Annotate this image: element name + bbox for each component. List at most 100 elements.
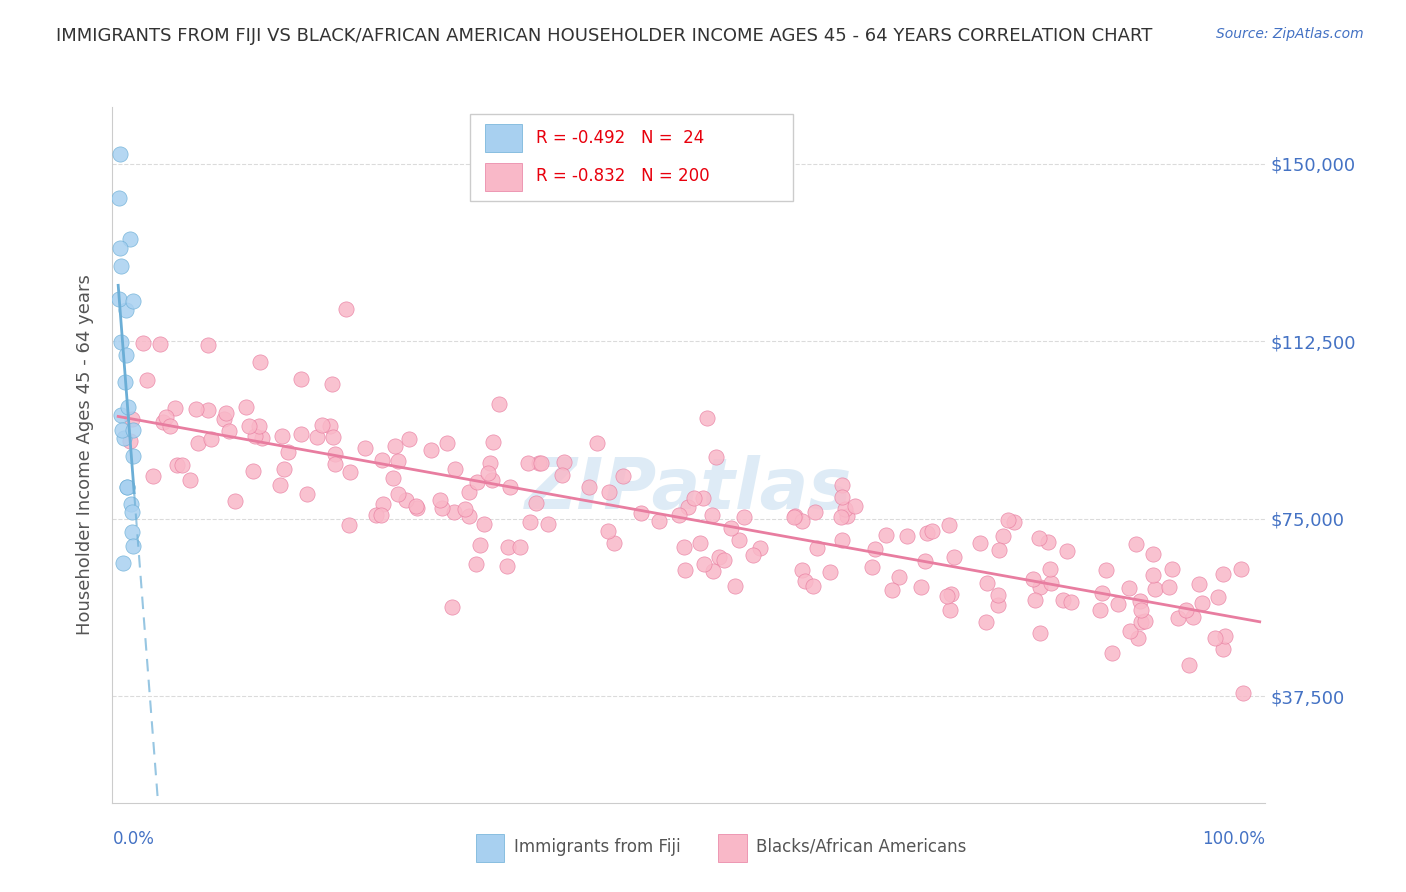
Point xyxy=(831,491,853,505)
Point xyxy=(148,337,170,351)
Point xyxy=(465,557,488,571)
Point xyxy=(387,453,409,467)
Point xyxy=(122,423,145,437)
Point xyxy=(454,502,477,516)
Point xyxy=(1028,531,1050,545)
Text: 0.0%: 0.0% xyxy=(112,830,155,847)
Point xyxy=(114,375,136,389)
Point xyxy=(110,260,132,274)
Point xyxy=(323,457,346,471)
Point xyxy=(321,376,343,391)
Point xyxy=(481,473,503,487)
Point xyxy=(1056,544,1078,558)
Point xyxy=(172,458,194,472)
Point xyxy=(706,450,728,464)
Point xyxy=(939,587,962,601)
Point xyxy=(530,456,553,470)
Point xyxy=(942,550,965,565)
Point xyxy=(339,465,361,479)
Point xyxy=(187,436,209,450)
FancyBboxPatch shape xyxy=(470,114,793,201)
Bar xyxy=(485,124,522,153)
Point xyxy=(713,553,735,567)
Point xyxy=(794,574,817,588)
Point xyxy=(1118,581,1140,595)
Point xyxy=(860,559,883,574)
Point xyxy=(121,539,143,553)
Point xyxy=(1091,586,1114,600)
Point xyxy=(612,469,634,483)
Point xyxy=(118,232,141,246)
Point xyxy=(630,506,652,520)
Point xyxy=(1038,535,1060,549)
Point xyxy=(470,538,492,552)
Point xyxy=(441,600,464,615)
Point xyxy=(728,533,751,547)
Point xyxy=(1232,686,1254,700)
Point xyxy=(1029,580,1052,594)
Point xyxy=(290,427,312,442)
Point xyxy=(790,515,813,529)
Point xyxy=(1157,580,1180,594)
Point xyxy=(1060,594,1083,608)
Point xyxy=(987,588,1010,602)
Point xyxy=(806,541,828,555)
Point xyxy=(252,431,274,445)
Text: IMMIGRANTS FROM FIJI VS BLACK/AFRICAN AMERICAN HOUSEHOLDER INCOME AGES 45 - 64 Y: IMMIGRANTS FROM FIJI VS BLACK/AFRICAN AM… xyxy=(56,27,1153,45)
Text: ZIPatlas: ZIPatlas xyxy=(526,455,852,524)
Point xyxy=(1142,547,1164,561)
Point xyxy=(295,487,318,501)
Point xyxy=(249,354,271,368)
Point xyxy=(166,458,188,472)
Point xyxy=(1230,562,1253,576)
Point xyxy=(200,433,222,447)
Point xyxy=(1125,537,1147,551)
Point xyxy=(142,469,165,483)
Point xyxy=(245,429,267,443)
Point xyxy=(991,529,1014,543)
Point xyxy=(1094,563,1116,577)
Point xyxy=(976,575,998,590)
Point xyxy=(938,517,960,532)
Point xyxy=(974,615,997,629)
Point xyxy=(271,429,294,443)
Point xyxy=(988,542,1011,557)
Point xyxy=(914,554,936,568)
Point xyxy=(420,443,443,458)
Point xyxy=(436,436,458,450)
Point xyxy=(114,303,136,318)
Point xyxy=(1212,566,1234,581)
Point xyxy=(465,475,488,489)
Point xyxy=(676,500,699,515)
Point xyxy=(602,536,624,550)
Point xyxy=(117,480,139,494)
Point xyxy=(586,436,609,450)
Point xyxy=(117,400,139,414)
Point xyxy=(596,524,619,538)
Point xyxy=(371,452,394,467)
Point xyxy=(1129,594,1152,608)
Point xyxy=(121,450,143,464)
Point xyxy=(1208,590,1230,604)
Point xyxy=(889,569,911,583)
Bar xyxy=(485,162,522,191)
Point xyxy=(820,566,842,580)
Point xyxy=(804,505,827,519)
Point xyxy=(322,430,344,444)
Point xyxy=(863,541,886,556)
Point xyxy=(835,509,858,524)
Point xyxy=(1142,567,1164,582)
Point xyxy=(831,533,853,547)
Point xyxy=(1167,611,1189,625)
Point xyxy=(707,549,730,564)
Point xyxy=(693,557,716,571)
Point xyxy=(387,486,409,500)
Point xyxy=(443,505,465,519)
Point xyxy=(1161,562,1184,576)
Point xyxy=(537,516,560,531)
Point xyxy=(111,423,134,437)
Point xyxy=(648,514,671,528)
Y-axis label: Householder Income Ages 45 - 64 years: Householder Income Ages 45 - 64 years xyxy=(76,275,94,635)
Point xyxy=(1128,632,1150,646)
Point xyxy=(406,501,429,516)
